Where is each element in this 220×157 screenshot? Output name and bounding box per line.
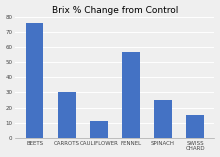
Bar: [58, 92, 75, 138]
Title: Brix % Change from Control: Brix % Change from Control: [52, 5, 178, 15]
Bar: [26, 23, 43, 138]
Bar: [122, 51, 140, 138]
Bar: [186, 115, 204, 138]
Bar: [90, 121, 108, 138]
Bar: [154, 100, 172, 138]
